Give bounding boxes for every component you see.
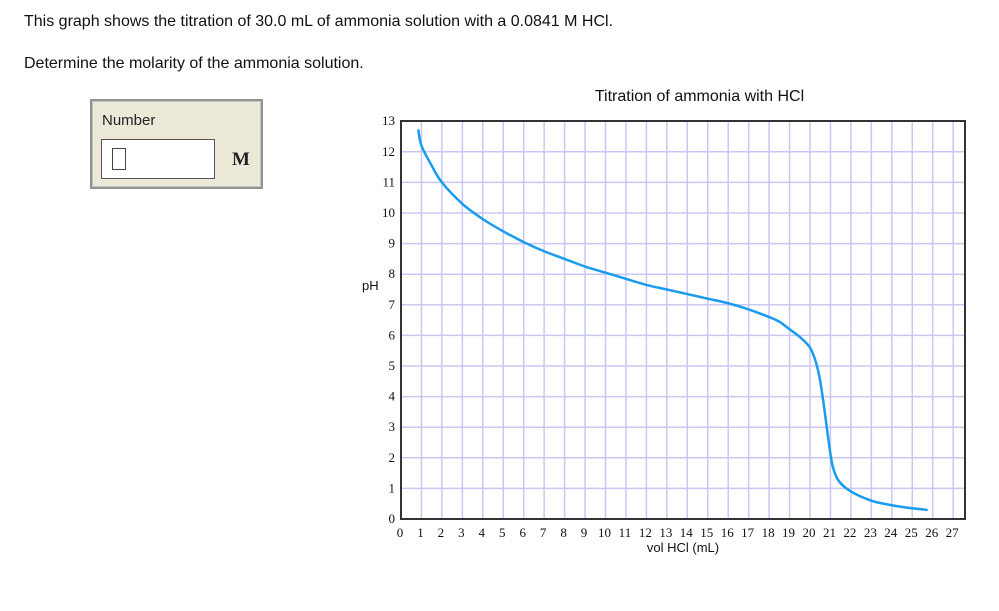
x-axis-label: vol HCl (mL) bbox=[647, 540, 719, 555]
question-text: This graph shows the titration of 30.0 m… bbox=[24, 13, 614, 30]
svg-text:15: 15 bbox=[700, 525, 713, 540]
svg-text:27: 27 bbox=[946, 525, 960, 540]
svg-text:22: 22 bbox=[843, 525, 856, 540]
svg-text:19: 19 bbox=[782, 525, 795, 540]
svg-text:13: 13 bbox=[382, 113, 395, 128]
titration-curve bbox=[417, 129, 928, 512]
svg-text:2: 2 bbox=[389, 450, 396, 465]
svg-text:16: 16 bbox=[721, 525, 735, 540]
svg-text:18: 18 bbox=[762, 525, 775, 540]
svg-text:6: 6 bbox=[519, 525, 526, 540]
svg-text:2: 2 bbox=[438, 525, 445, 540]
svg-text:9: 9 bbox=[389, 236, 396, 251]
svg-text:11: 11 bbox=[619, 525, 632, 540]
svg-text:6: 6 bbox=[389, 327, 396, 342]
svg-text:26: 26 bbox=[925, 525, 939, 540]
svg-text:17: 17 bbox=[741, 525, 755, 540]
svg-text:5: 5 bbox=[499, 525, 506, 540]
svg-text:0: 0 bbox=[397, 525, 404, 540]
svg-text:11: 11 bbox=[382, 174, 395, 189]
plot-frame bbox=[400, 120, 966, 520]
svg-text:23: 23 bbox=[864, 525, 877, 540]
question-prompt: Determine the molarity of the ammonia so… bbox=[24, 55, 364, 72]
svg-text:10: 10 bbox=[382, 205, 395, 220]
svg-text:8: 8 bbox=[560, 525, 567, 540]
svg-text:7: 7 bbox=[540, 525, 547, 540]
y-axis-label: pH bbox=[362, 278, 379, 293]
svg-text:7: 7 bbox=[389, 297, 396, 312]
svg-text:13: 13 bbox=[659, 525, 672, 540]
svg-text:4: 4 bbox=[479, 525, 486, 540]
svg-text:10: 10 bbox=[598, 525, 611, 540]
svg-text:12: 12 bbox=[639, 525, 652, 540]
svg-text:24: 24 bbox=[884, 525, 898, 540]
svg-text:1: 1 bbox=[417, 525, 424, 540]
svg-text:14: 14 bbox=[680, 525, 694, 540]
svg-text:25: 25 bbox=[905, 525, 918, 540]
svg-text:8: 8 bbox=[389, 266, 396, 281]
svg-text:9: 9 bbox=[581, 525, 588, 540]
chart-grid bbox=[401, 121, 965, 519]
answer-label: Number bbox=[102, 112, 156, 129]
svg-text:5: 5 bbox=[389, 358, 396, 373]
svg-text:1: 1 bbox=[389, 480, 396, 495]
svg-text:0: 0 bbox=[389, 511, 396, 526]
svg-text:3: 3 bbox=[458, 525, 465, 540]
chart-title: Titration of ammonia with HCl bbox=[594, 88, 805, 105]
answer-panel: Number M bbox=[90, 99, 263, 189]
empty-entry-box-icon bbox=[112, 148, 126, 170]
svg-text:21: 21 bbox=[823, 525, 836, 540]
svg-text:3: 3 bbox=[389, 419, 396, 434]
unit-label: M bbox=[232, 149, 250, 170]
svg-text:4: 4 bbox=[389, 389, 396, 404]
molarity-input[interactable] bbox=[101, 139, 215, 179]
x-axis-ticks: 0 1 2 3 4 5 6 7 8 9 10 11 12 13 14 15 16 17 18 19 20 21 22 23 24… bbox=[397, 525, 959, 540]
svg-text:12: 12 bbox=[382, 144, 395, 159]
svg-text:20: 20 bbox=[803, 525, 816, 540]
